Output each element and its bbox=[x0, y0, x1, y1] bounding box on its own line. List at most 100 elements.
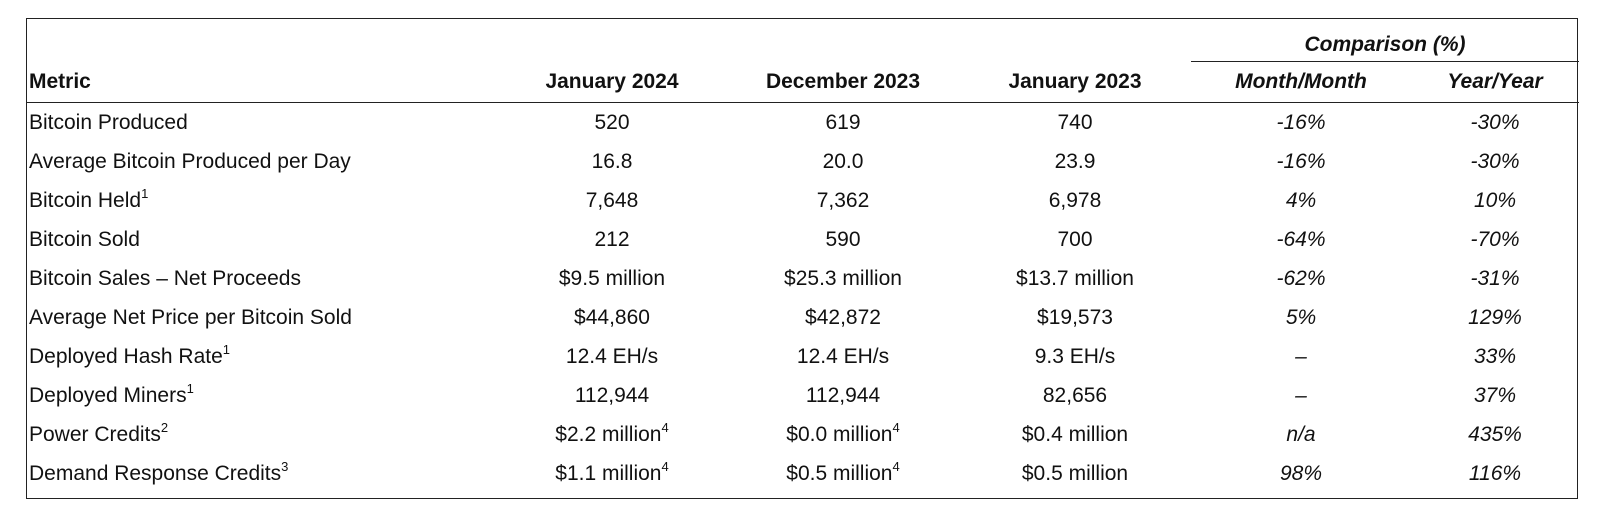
cell-year-over-year: -30% bbox=[1411, 103, 1579, 143]
cell-january-2023-text: $13.7 million bbox=[1016, 266, 1134, 290]
cell-metric-text: Average Net Price per Bitcoin Sold bbox=[29, 305, 352, 329]
cell-metric-text: Bitcoin Produced bbox=[29, 110, 188, 134]
cell-metric: Power Credits2 bbox=[27, 415, 497, 454]
cell-metric-text: Deployed Miners bbox=[29, 383, 187, 407]
cell-january-2024-text: $1.1 million bbox=[555, 461, 662, 485]
cell-january-2023-text: 23.9 bbox=[1054, 149, 1096, 173]
cell-january-2024: 7,648 bbox=[497, 181, 727, 220]
cell-december-2023-text: $25.3 million bbox=[784, 266, 902, 290]
cell-month-over-month-text: -64% bbox=[1276, 227, 1326, 251]
cell-january-2024-text: 12.4 EH/s bbox=[565, 344, 659, 368]
header-january-2023: January 2023 bbox=[959, 61, 1191, 103]
cell-january-2023-text: $0.4 million bbox=[1021, 422, 1129, 446]
cell-year-over-year-text: 10% bbox=[1473, 188, 1517, 212]
footnote-marker: 1 bbox=[141, 185, 149, 201]
cell-january-2023: $0.4 million bbox=[959, 415, 1191, 454]
cell-december-2023: $25.3 million bbox=[727, 259, 959, 298]
cell-month-over-month-text: – bbox=[1295, 383, 1307, 407]
cell-january-2024: $44,860 bbox=[497, 298, 727, 337]
cell-january-2024-text: $2.2 million bbox=[555, 422, 662, 446]
cell-metric-text: Average Bitcoin Produced per Day bbox=[29, 149, 351, 173]
cell-metric-text: Deployed Hash Rate bbox=[29, 344, 223, 368]
header-december-2023: December 2023 bbox=[727, 61, 959, 103]
cell-month-over-month: n/a bbox=[1191, 415, 1411, 454]
cell-year-over-year: 435% bbox=[1411, 415, 1579, 454]
cell-january-2024-text: $9.5 million bbox=[558, 266, 666, 290]
cell-january-2023-text: $0.5 million bbox=[1021, 461, 1129, 485]
table-row: Bitcoin Sales – Net Proceeds $9.5 million… bbox=[27, 259, 1579, 298]
cell-january-2024-text: 212 bbox=[594, 227, 630, 251]
cell-january-2023-text: 740 bbox=[1057, 110, 1093, 134]
header-year-over-year: Year/Year bbox=[1411, 61, 1580, 103]
cell-metric-text: Bitcoin Held bbox=[29, 188, 142, 212]
cell-january-2024: 16.8 bbox=[497, 142, 727, 181]
cell-metric-text: Power Credits bbox=[29, 422, 161, 446]
footnote-marker: 4 bbox=[661, 419, 669, 435]
column-header-row: Metric January 2024 December 2023 Januar… bbox=[27, 61, 1580, 103]
cell-december-2023: 20.0 bbox=[727, 142, 959, 181]
cell-metric: Bitcoin Sold bbox=[27, 220, 497, 259]
cell-month-over-month: 5% bbox=[1191, 298, 1411, 337]
cell-december-2023-text: 7,362 bbox=[816, 188, 870, 212]
comparison-group-header: Comparison (%) bbox=[1191, 19, 1580, 62]
cell-january-2024-text: 7,648 bbox=[585, 188, 639, 212]
group-header-spacer bbox=[27, 19, 1191, 62]
header-month-over-month: Month/Month bbox=[1191, 61, 1411, 103]
table-row: Demand Response Credits3 $1.1 million4 $0.… bbox=[27, 454, 1579, 493]
group-header-row: Comparison (%) bbox=[27, 19, 1580, 62]
table-row: Bitcoin Produced 520 619 740 -16% -30% bbox=[27, 103, 1579, 143]
cell-january-2023: 6,978 bbox=[959, 181, 1191, 220]
cell-january-2024: $2.2 million4 bbox=[497, 415, 727, 454]
cell-year-over-year-text: 33% bbox=[1473, 344, 1517, 368]
cell-metric: Deployed Hash Rate1 bbox=[27, 337, 497, 376]
cell-january-2023: 700 bbox=[959, 220, 1191, 259]
cell-year-over-year-text: 37% bbox=[1473, 383, 1517, 407]
cell-metric: Average Bitcoin Produced per Day bbox=[27, 142, 497, 181]
cell-january-2023-text: $19,573 bbox=[1037, 305, 1113, 329]
cell-december-2023: $0.0 million4 bbox=[727, 415, 959, 454]
header-metric: Metric bbox=[27, 61, 497, 103]
cell-year-over-year-text: 129% bbox=[1468, 305, 1522, 329]
footnote-marker: 4 bbox=[892, 419, 900, 435]
cell-january-2024: 12.4 EH/s bbox=[497, 337, 727, 376]
cell-metric: Deployed Miners1 bbox=[27, 376, 497, 415]
cell-metric: Bitcoin Produced bbox=[27, 103, 497, 143]
cell-january-2023: $19,573 bbox=[959, 298, 1191, 337]
cell-month-over-month-text: n/a bbox=[1286, 422, 1316, 446]
cell-january-2024: 212 bbox=[497, 220, 727, 259]
cell-metric-text: Bitcoin Sold bbox=[29, 227, 140, 251]
cell-december-2023: $42,872 bbox=[727, 298, 959, 337]
cell-year-over-year: 33% bbox=[1411, 337, 1579, 376]
cell-metric: Bitcoin Sales – Net Proceeds bbox=[27, 259, 497, 298]
cell-january-2023-text: 9.3 EH/s bbox=[1034, 344, 1116, 368]
cell-january-2024-text: 16.8 bbox=[591, 149, 633, 173]
cell-metric-text: Bitcoin Sales – Net Proceeds bbox=[29, 266, 301, 290]
cell-month-over-month: 98% bbox=[1191, 454, 1411, 493]
cell-december-2023: 112,944 bbox=[727, 376, 959, 415]
table-row: Deployed Hash Rate1 12.4 EH/s 12.4 EH/s 9.3… bbox=[27, 337, 1579, 376]
cell-metric: Bitcoin Held1 bbox=[27, 181, 497, 220]
cell-month-over-month-text: 5% bbox=[1285, 305, 1317, 329]
cell-year-over-year-text: -30% bbox=[1470, 110, 1520, 134]
cell-december-2023-text: 20.0 bbox=[822, 149, 864, 173]
cell-december-2023-text: 590 bbox=[825, 227, 861, 251]
cell-month-over-month: – bbox=[1191, 337, 1411, 376]
cell-month-over-month-text: – bbox=[1295, 344, 1307, 368]
cell-december-2023-text: $42,872 bbox=[805, 305, 881, 329]
production-metrics-table: Comparison (%) Metric January 2024 Decem… bbox=[26, 18, 1580, 499]
footnote-marker: 2 bbox=[160, 419, 169, 435]
cell-december-2023: 619 bbox=[727, 103, 959, 143]
cell-month-over-month-text: -16% bbox=[1276, 149, 1326, 173]
cell-december-2023-text: 12.4 EH/s bbox=[796, 344, 890, 368]
header-january-2024: January 2024 bbox=[497, 61, 727, 103]
footnote-marker: 4 bbox=[661, 458, 669, 474]
cell-month-over-month: – bbox=[1191, 376, 1411, 415]
cell-year-over-year-text: -70% bbox=[1470, 227, 1520, 251]
cell-year-over-year: -70% bbox=[1411, 220, 1579, 259]
table-row: Bitcoin Held1 7,648 7,362 6,978 4% 10% bbox=[27, 181, 1579, 220]
cell-month-over-month: 4% bbox=[1191, 181, 1411, 220]
cell-december-2023: $0.5 million4 bbox=[727, 454, 959, 493]
cell-metric: Average Net Price per Bitcoin Sold bbox=[27, 298, 497, 337]
cell-january-2023-text: 6,978 bbox=[1048, 188, 1102, 212]
cell-january-2023: 9.3 EH/s bbox=[959, 337, 1191, 376]
